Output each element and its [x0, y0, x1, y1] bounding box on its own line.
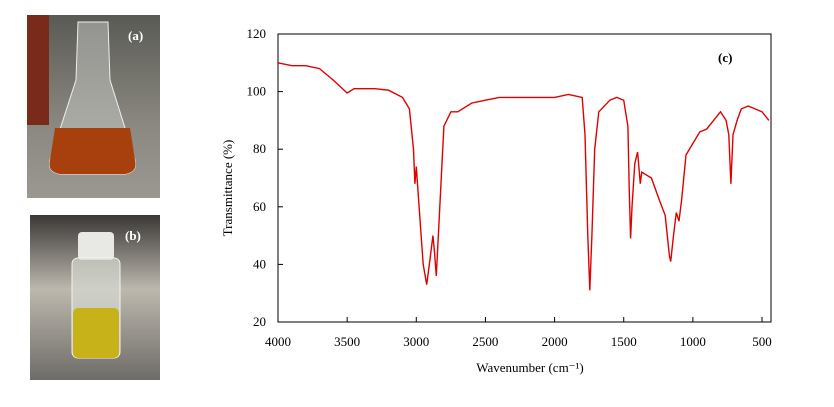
y-tick-label: 60 [253, 199, 266, 214]
y-tick-label: 20 [253, 314, 266, 329]
x-tick-label: 500 [752, 334, 772, 349]
plot-frame [277, 33, 772, 323]
annotation: (c) [718, 50, 732, 65]
x-tick-label: 2000 [542, 334, 568, 349]
photo-label: (b) [125, 228, 141, 243]
x-tick-label: 1000 [680, 334, 706, 349]
chart: (c) Wavenumber (cm⁻¹) Transmittance (%) … [220, 26, 772, 375]
x-tick-label: 3000 [403, 334, 429, 349]
spectrum-line [277, 62, 770, 291]
photo-label: (a) [128, 28, 143, 43]
x-tick-label: 1500 [611, 334, 637, 349]
y-axis-label: Transmittance (%) [220, 140, 235, 237]
photo-b: (b) [30, 215, 160, 380]
x-axis-label: Wavenumber (cm⁻¹) [476, 360, 584, 375]
x-tick-label: 4000 [265, 334, 291, 349]
x-tick-label: 2500 [472, 334, 498, 349]
y-tick-label: 40 [253, 256, 266, 271]
x-tick-label: 3500 [334, 334, 360, 349]
y-tick-label: 120 [247, 26, 267, 41]
y-tick-label: 100 [247, 84, 267, 99]
y-tick-label: 80 [253, 141, 266, 156]
photo-a: (a) [27, 15, 160, 198]
